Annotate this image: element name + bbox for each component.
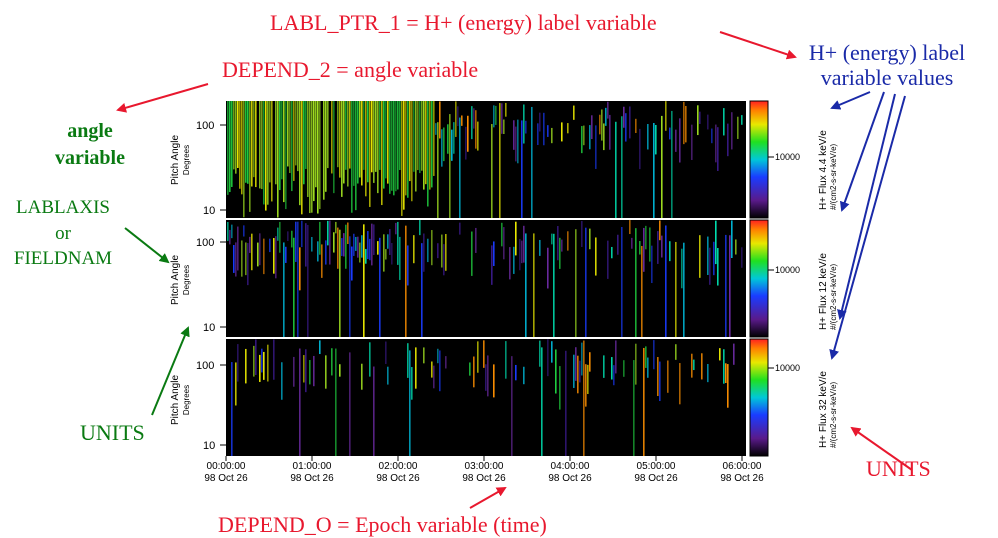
time-tick-label: 00:00:00 98 Oct 26 bbox=[191, 461, 261, 485]
arrow-depend-2 bbox=[116, 83, 209, 113]
panel-2-yunits: Degrees bbox=[182, 265, 191, 295]
time-tick-label: 03:00:00 98 Oct 26 bbox=[449, 461, 519, 485]
time-tick-date: 98 Oct 26 bbox=[204, 473, 248, 484]
panel-1-ytick-100: 100 bbox=[196, 120, 214, 132]
panel-3-yunits: Degrees bbox=[182, 385, 191, 415]
units-right-annotation: UNITS bbox=[866, 456, 931, 481]
time-tick-time: 02:00:00 bbox=[378, 461, 418, 472]
depend-2-annotation: DEPEND_2 = angle variable bbox=[222, 57, 479, 82]
panel-3-ylabel: Pitch Angle bbox=[170, 375, 181, 425]
time-tick-date: 98 Oct 26 bbox=[548, 473, 592, 484]
angle-variable-line-1: angle bbox=[67, 120, 113, 142]
panel-1-plot bbox=[226, 101, 746, 218]
label-values-annotation: H+ (energy) label variable values bbox=[792, 40, 982, 91]
panel-3-colorbar-label: 10000 bbox=[775, 363, 800, 373]
panel-2-plot bbox=[226, 220, 746, 337]
lablaxis-line-2: or bbox=[55, 222, 71, 244]
time-tick-time: 03:00:00 bbox=[464, 461, 504, 472]
spectrogram-data bbox=[227, 101, 743, 456]
panel-2-colorbar-label: 10000 bbox=[775, 265, 800, 275]
time-tick-time: 01:00:00 bbox=[292, 461, 332, 472]
arrow-labl-ptr bbox=[719, 31, 797, 60]
label-values-line-1: H+ (energy) label bbox=[808, 40, 966, 65]
arrow-values-1 bbox=[830, 91, 871, 110]
arrow-depend-0 bbox=[469, 487, 507, 509]
time-tick-label: 06:00:00 98 Oct 26 bbox=[707, 461, 777, 485]
panel-3-ytick-100: 100 bbox=[196, 360, 214, 372]
arrow-values-3 bbox=[837, 93, 896, 320]
arrow-units-right bbox=[850, 426, 913, 471]
time-tick-date: 98 Oct 26 bbox=[290, 473, 334, 484]
time-tick-date: 98 Oct 26 bbox=[462, 473, 506, 484]
lablaxis-line-3: FIELDNAM bbox=[13, 248, 113, 270]
labl-ptr-annotation: LABL_PTR_1 = H+ (energy) label variable bbox=[270, 10, 657, 35]
panel-3-colorbar bbox=[749, 338, 769, 457]
panel-2-energy-label: H+ Flux 12 keV/e bbox=[818, 253, 829, 330]
time-tick-time: 05:00:00 bbox=[636, 461, 676, 472]
depend-0-annotation: DEPEND_O = Epoch variable (time) bbox=[218, 512, 547, 537]
time-tick-date: 98 Oct 26 bbox=[720, 473, 764, 484]
panel-1-colorbar bbox=[749, 100, 769, 219]
time-tick-label: 01:00:00 98 Oct 26 bbox=[277, 461, 347, 485]
time-tick-label: 04:00:00 98 Oct 26 bbox=[535, 461, 605, 485]
panel-1-ylabel: Pitch Angle bbox=[170, 135, 181, 185]
panel-1-colorbar-label: 10000 bbox=[775, 152, 800, 162]
time-tick-time: 06:00:00 bbox=[722, 461, 762, 472]
time-tick-date: 98 Oct 26 bbox=[634, 473, 678, 484]
panel-1-units-label: #/(cm2-s-sr-keV/e) bbox=[829, 143, 838, 210]
units-left-annotation: UNITS bbox=[80, 420, 145, 445]
lablaxis-annotation: LABLAXIS or FIELDNAM bbox=[2, 195, 124, 272]
time-tick-label: 05:00:00 98 Oct 26 bbox=[621, 461, 691, 485]
angle-variable-annotation: angle variable bbox=[40, 118, 140, 172]
time-tick-label: 02:00:00 98 Oct 26 bbox=[363, 461, 433, 485]
panel-3-units-label: #/(cm2-s-sr-keV/e) bbox=[829, 381, 838, 448]
arrow-values-2 bbox=[839, 91, 885, 212]
panel-2-ylabel: Pitch Angle bbox=[170, 255, 181, 305]
label-values-line-2: variable values bbox=[820, 65, 954, 91]
arrow-units-left bbox=[151, 326, 190, 416]
panel-2-ytick-100: 100 bbox=[196, 237, 214, 249]
arrow-lablaxis bbox=[124, 227, 170, 264]
time-tick-time: 04:00:00 bbox=[550, 461, 590, 472]
time-tick-date: 98 Oct 26 bbox=[376, 473, 420, 484]
panel-3-energy-label: H+ Flux 32 keV/e bbox=[818, 371, 829, 448]
lablaxis-line-1: LABLAXIS bbox=[16, 197, 110, 218]
arrow-values-4 bbox=[829, 95, 906, 360]
panel-1-energy-label: H+ Flux 4.4 keV/e bbox=[818, 130, 829, 210]
panel-3-ytick-10: 10 bbox=[203, 440, 215, 452]
angle-variable-line-2: variable bbox=[55, 147, 125, 169]
time-tick-time: 00:00:00 bbox=[206, 461, 246, 472]
panel-2-units-label: #/(cm2-s-sr-keV/e) bbox=[829, 263, 838, 330]
panel-2-colorbar bbox=[749, 219, 769, 338]
panel-1-ytick-10: 10 bbox=[203, 205, 215, 217]
panel-1-yunits: Degrees bbox=[182, 145, 191, 175]
panel-2-ytick-10: 10 bbox=[203, 322, 215, 334]
